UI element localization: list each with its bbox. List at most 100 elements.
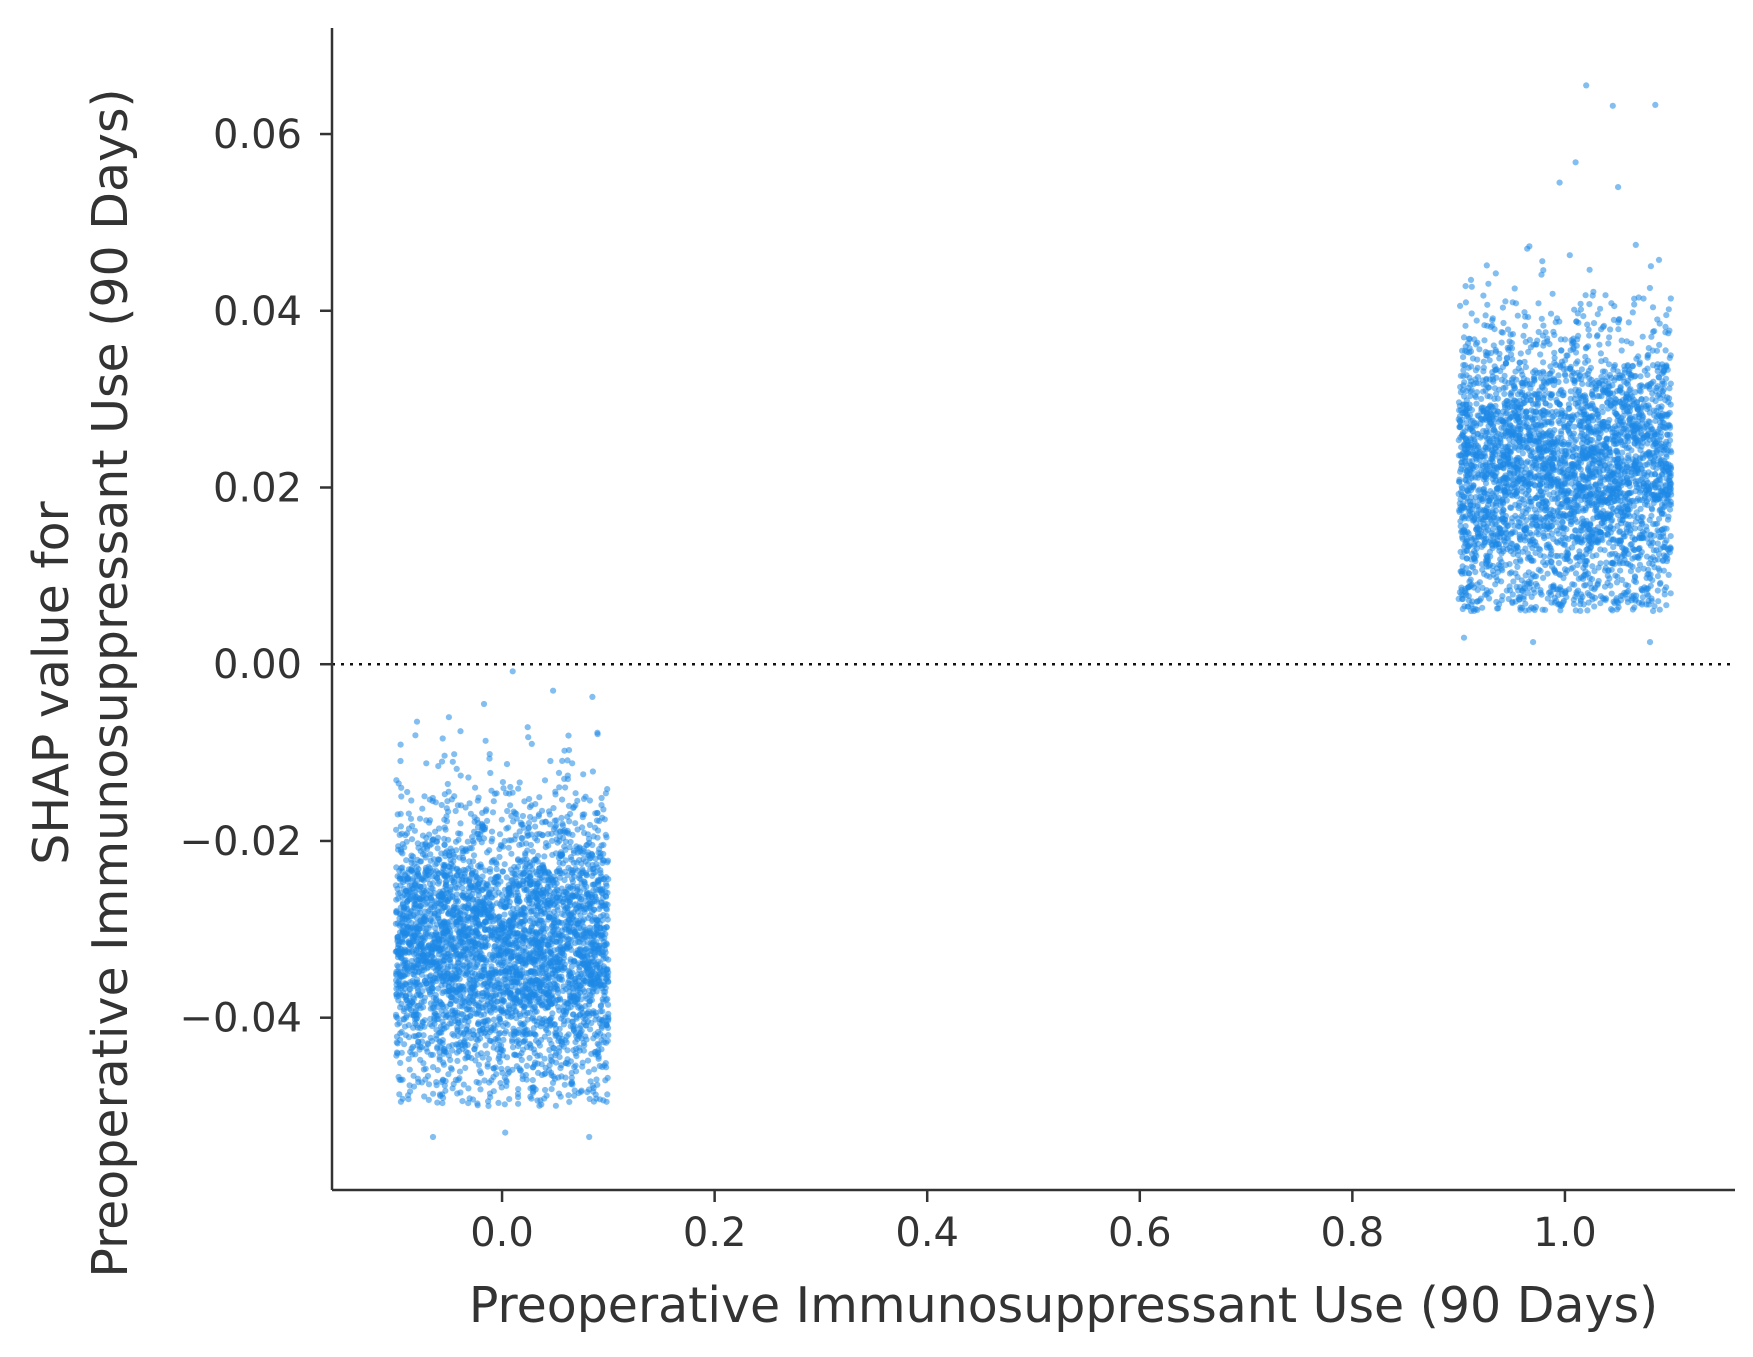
- scatter-point: [392, 882, 399, 889]
- scatter-point: [490, 1016, 497, 1023]
- scatter-point: [500, 938, 507, 945]
- scatter-point: [417, 896, 424, 903]
- scatter-point: [526, 986, 533, 993]
- scatter-point: [581, 947, 588, 954]
- scatter-point: [582, 926, 589, 934]
- scatter-point: [486, 976, 494, 983]
- scatter-point: [460, 962, 467, 969]
- scatter-point: [444, 951, 451, 958]
- scatter-point: [565, 732, 572, 739]
- scatter-point: [470, 858, 477, 865]
- scatter-point: [521, 917, 528, 925]
- scatter-point: [488, 859, 495, 866]
- scatter-point: [573, 931, 580, 938]
- scatter-point: [449, 1047, 456, 1054]
- scatter-point: [494, 1046, 501, 1053]
- scatter-point: [594, 917, 601, 924]
- scatter-point: [559, 1012, 567, 1019]
- scatter-point: [466, 800, 473, 807]
- scatter-point: [582, 1016, 589, 1023]
- scatter-point: [499, 868, 506, 875]
- scatter-point: [523, 1062, 531, 1069]
- scatter-point: [529, 1084, 536, 1091]
- scatter-point: [526, 795, 533, 803]
- scatter-point: [457, 830, 464, 837]
- scatter-point: [419, 875, 426, 882]
- scatter-point: [525, 734, 532, 741]
- scatter-point: [544, 947, 552, 954]
- scatter-point: [557, 852, 565, 860]
- scatter-point: [501, 861, 508, 868]
- scatter-point: [576, 1012, 583, 1019]
- scatter-point: [546, 913, 553, 920]
- scatter-point: [584, 831, 592, 838]
- scatter-point: [573, 1068, 580, 1075]
- scatter-point: [532, 1032, 539, 1039]
- scatter-point: [477, 1012, 484, 1019]
- scatter-point: [562, 857, 569, 864]
- scatter-point: [421, 851, 429, 859]
- scatter-point: [1480, 364, 1487, 371]
- scatter-point: [567, 810, 574, 818]
- scatter-point: [414, 944, 422, 952]
- scatter-point: [472, 784, 479, 791]
- scatter-point: [438, 758, 446, 765]
- scatter-point: [514, 1090, 522, 1097]
- scatter-point: [401, 966, 408, 973]
- scatter-point: [412, 968, 419, 975]
- scatter-point: [555, 1003, 562, 1010]
- scatter-point: [506, 941, 513, 948]
- scatter-point: [475, 794, 482, 801]
- scatter-point: [596, 964, 603, 972]
- scatter-point: [534, 837, 541, 844]
- scatter-point: [511, 870, 518, 877]
- scatter-point: [573, 1053, 580, 1060]
- scatter-point: [501, 911, 508, 918]
- scatter-point: [487, 1094, 494, 1101]
- scatter-point: [401, 1041, 408, 1048]
- scatter-point: [536, 1102, 543, 1109]
- scatter-point: [498, 922, 505, 930]
- scatter-point: [546, 1046, 553, 1054]
- scatter-point: [529, 1064, 537, 1071]
- scatter-point: [574, 993, 581, 1000]
- scatter-point: [561, 965, 568, 972]
- scatter-point: [528, 940, 535, 947]
- scatter-point: [510, 930, 517, 937]
- scatter-point: [542, 844, 549, 851]
- scatter-point: [488, 838, 495, 845]
- scatter-point: [595, 1053, 602, 1060]
- scatter-point: [496, 991, 503, 998]
- scatter-point: [436, 825, 443, 832]
- scatter-point: [408, 852, 415, 859]
- scatter-point: [451, 878, 458, 886]
- scatter-point: [572, 1062, 579, 1069]
- scatter-point: [441, 752, 448, 759]
- scatter-point: [503, 874, 510, 881]
- scatter-point: [509, 818, 517, 825]
- scatter-point: [531, 1004, 539, 1011]
- scatter-point: [1502, 298, 1509, 305]
- scatter-point: [402, 993, 410, 1000]
- scatter-point: [600, 806, 607, 813]
- scatter-point: [505, 844, 512, 851]
- scatter-point: [574, 886, 582, 893]
- scatter-point: [548, 830, 555, 837]
- scatter-point: [515, 1037, 522, 1044]
- scatter-point: [467, 925, 474, 932]
- scatter-point: [510, 1025, 517, 1032]
- scatter-point: [563, 829, 571, 836]
- scatter-point: [548, 1072, 555, 1079]
- scatter-point: [563, 1039, 570, 1046]
- scatter-point: [486, 907, 493, 914]
- scatter-point: [485, 1017, 492, 1024]
- scatter-point: [507, 783, 514, 791]
- scatter-point: [425, 943, 432, 951]
- scatter-point: [559, 757, 566, 765]
- scatter-point: [421, 793, 428, 800]
- scatter-point: [430, 1064, 437, 1071]
- scatter-point: [562, 838, 570, 845]
- scatter-point: [418, 957, 425, 964]
- scatter-point: [586, 1133, 593, 1141]
- scatter-point: [568, 963, 575, 970]
